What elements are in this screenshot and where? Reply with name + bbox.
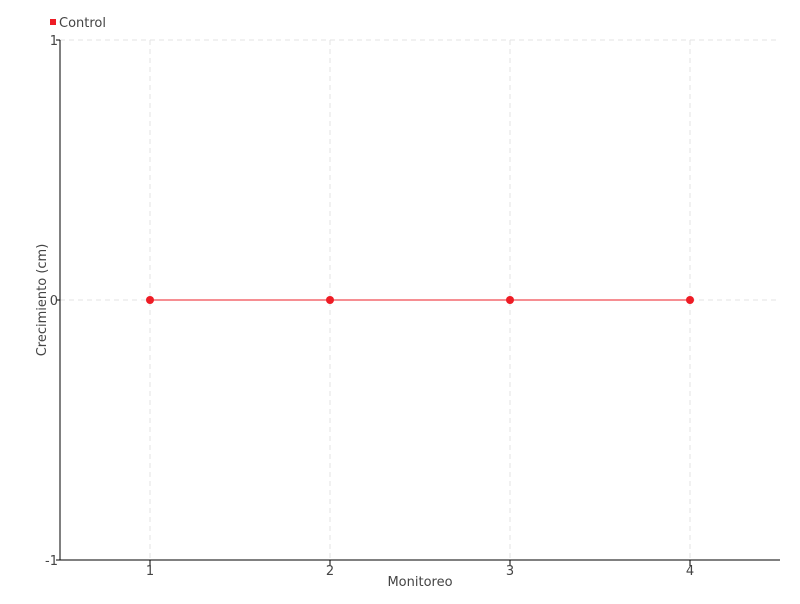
y-tick-label: 1 bbox=[50, 34, 58, 49]
y-tick-label: -1 bbox=[45, 554, 58, 569]
ticks: 1 2 3 4 -1 0 1 bbox=[45, 34, 694, 579]
x-tick-label: 2 bbox=[326, 564, 334, 579]
x-tick-label: 4 bbox=[686, 564, 694, 579]
data-point bbox=[326, 296, 334, 304]
data-point bbox=[506, 296, 514, 304]
data-point bbox=[686, 296, 694, 304]
legend-label: Control bbox=[59, 16, 106, 31]
legend-swatch bbox=[50, 19, 56, 25]
y-tick-label: 0 bbox=[50, 294, 58, 309]
series bbox=[146, 296, 694, 304]
data-point bbox=[146, 296, 154, 304]
x-tick-label: 3 bbox=[506, 564, 514, 579]
legend: Control bbox=[50, 16, 106, 31]
x-axis-label: Monitoreo bbox=[387, 575, 452, 590]
y-axis-label: Crecimiento (cm) bbox=[35, 244, 50, 357]
x-tick-label: 1 bbox=[146, 564, 154, 579]
